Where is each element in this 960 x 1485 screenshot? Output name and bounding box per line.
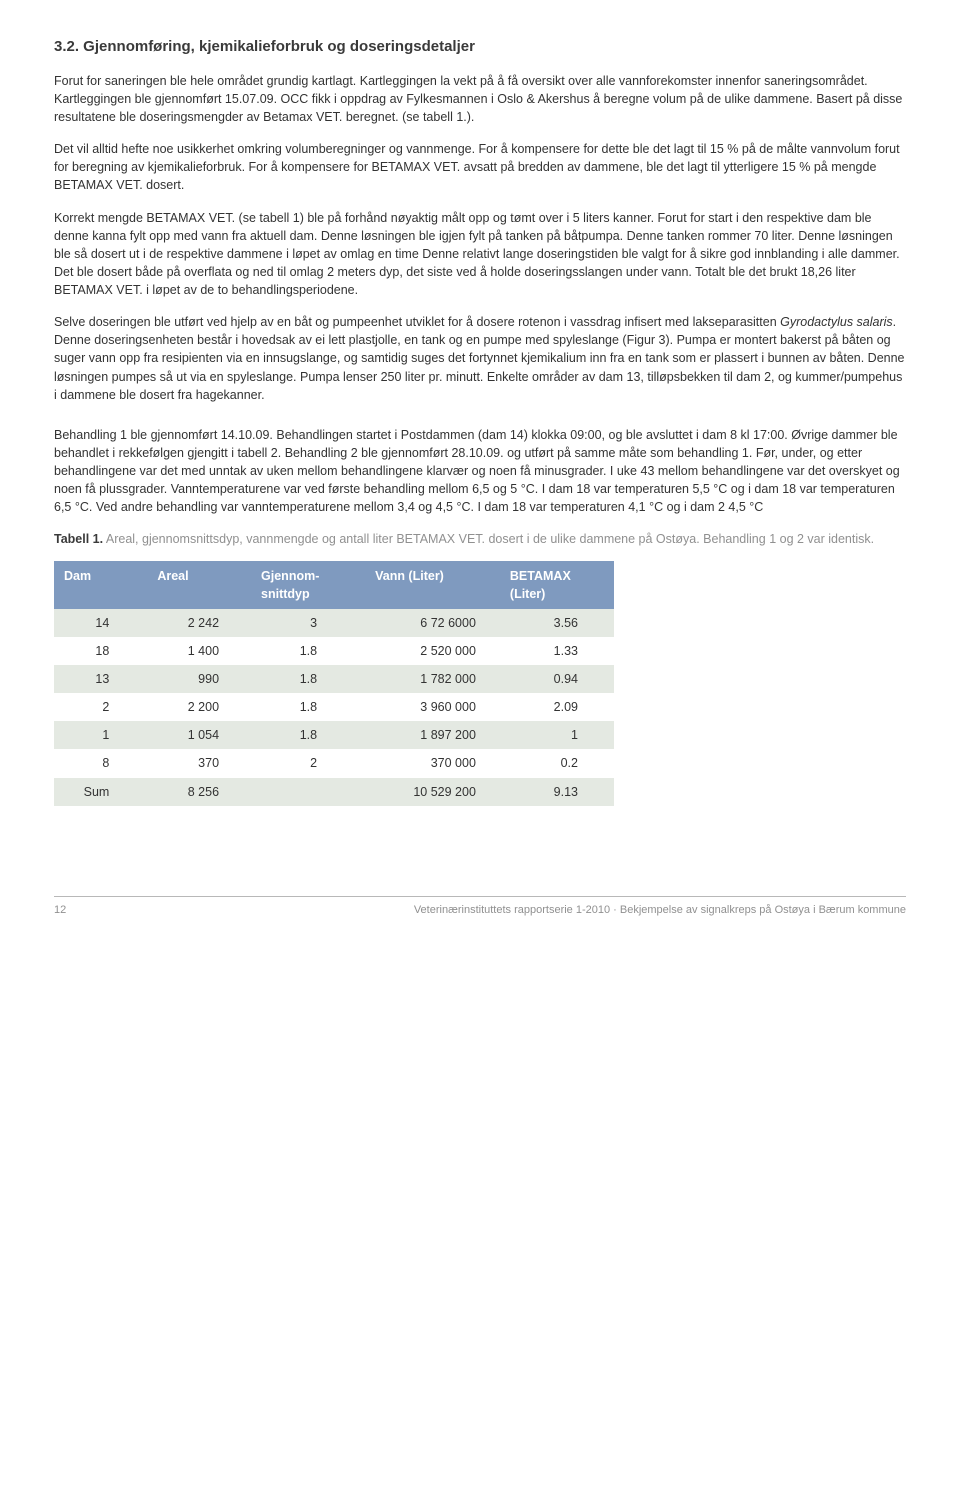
table-cell: 3 [251, 609, 365, 637]
table-row: 22 2001.83 960 0002.09 [54, 693, 614, 721]
section-heading: 3.2. Gjennomføring, kjemikalieforbruk og… [54, 36, 906, 58]
table-cell: 990 [147, 665, 251, 693]
table-cell: 3 960 000 [365, 693, 500, 721]
table-cell: 0.2 [500, 749, 614, 777]
table-cell: 1 054 [147, 721, 251, 749]
table-cell: Sum [54, 778, 147, 806]
paragraph-3: Korrekt mengde BETAMAX VET. (se tabell 1… [54, 209, 906, 300]
paragraph-2: Det vil alltid hefte noe usikkerhet omkr… [54, 140, 906, 194]
table-cell: 1.33 [500, 637, 614, 665]
table-cell: 0.94 [500, 665, 614, 693]
paragraph-1: Forut for saneringen ble hele området gr… [54, 72, 906, 126]
table-cell: 3.56 [500, 609, 614, 637]
para4-pre: Selve doseringen ble utført ved hjelp av… [54, 315, 780, 329]
table-cell: 13 [54, 665, 147, 693]
page-number: 12 [54, 903, 66, 919]
page-footer: 12 Veterinærinstituttets rapportserie 1-… [54, 896, 906, 919]
col-depth: Gjennom- snittdyp [251, 561, 365, 609]
table-cell: 1 400 [147, 637, 251, 665]
table-row: 83702370 0000.2 [54, 749, 614, 777]
table-cell: 6 72 6000 [365, 609, 500, 637]
footer-text: Veterinærinstituttets rapportserie 1-201… [414, 903, 906, 919]
table-cell: 8 256 [147, 778, 251, 806]
table-row: 11 0541.81 897 2001 [54, 721, 614, 749]
data-table: Dam Areal Gjennom- snittdyp Vann (Liter)… [54, 561, 614, 806]
table-caption-lead: Tabell 1. [54, 532, 103, 546]
paragraph-4: Selve doseringen ble utført ved hjelp av… [54, 313, 906, 404]
col-vann: Vann (Liter) [365, 561, 500, 609]
table-cell: 2 [54, 693, 147, 721]
table-cell: 1.8 [251, 665, 365, 693]
table-cell: 18 [54, 637, 147, 665]
table-row: Sum8 256 10 529 2009.13 [54, 778, 614, 806]
table-cell: 2 520 000 [365, 637, 500, 665]
table-cell: 9.13 [500, 778, 614, 806]
table-cell: 2 200 [147, 693, 251, 721]
table-cell: 2.09 [500, 693, 614, 721]
table-cell: 8 [54, 749, 147, 777]
table-caption: Tabell 1. Areal, gjennomsnittsdyp, vannm… [54, 530, 906, 548]
table-header-row: Dam Areal Gjennom- snittdyp Vann (Liter)… [54, 561, 614, 609]
table-row: 181 4001.82 520 0001.33 [54, 637, 614, 665]
paragraph-5: Behandling 1 ble gjennomført 14.10.09. B… [54, 426, 906, 517]
col-dam: Dam [54, 561, 147, 609]
table-cell: 1 782 000 [365, 665, 500, 693]
species-name: Gyrodactylus salaris [780, 315, 893, 329]
col-areal: Areal [147, 561, 251, 609]
table-cell: 2 242 [147, 609, 251, 637]
col-betamax: BETAMAX (Liter) [500, 561, 614, 609]
table-cell: 1.8 [251, 693, 365, 721]
table-cell: 2 [251, 749, 365, 777]
table-cell [251, 778, 365, 806]
table-cell: 1 897 200 [365, 721, 500, 749]
table-cell: 370 000 [365, 749, 500, 777]
table-cell: 1.8 [251, 721, 365, 749]
table-row: 142 24236 72 60003.56 [54, 609, 614, 637]
table-cell: 14 [54, 609, 147, 637]
table-cell: 1 [500, 721, 614, 749]
table-cell: 1.8 [251, 637, 365, 665]
table-row: 139901.81 782 0000.94 [54, 665, 614, 693]
table-cell: 1 [54, 721, 147, 749]
table-cell: 370 [147, 749, 251, 777]
table-caption-rest: Areal, gjennomsnittsdyp, vannmengde og a… [103, 532, 874, 546]
table-cell: 10 529 200 [365, 778, 500, 806]
